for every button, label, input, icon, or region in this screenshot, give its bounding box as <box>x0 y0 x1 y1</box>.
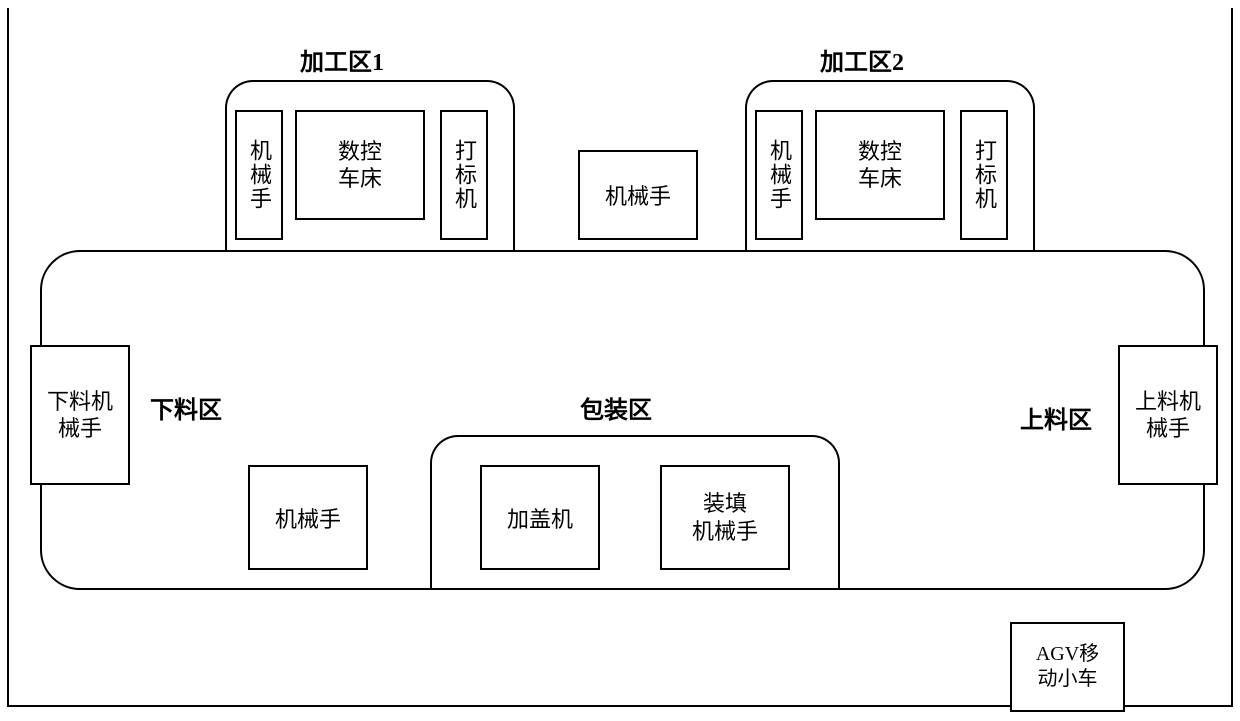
load-robot: 上料机械手 <box>1118 345 1218 485</box>
zone2-item-0: 机械手 <box>755 110 803 240</box>
zone1-item-1: 数控车床 <box>295 110 425 220</box>
zone1-title: 加工区1 <box>300 42 384 77</box>
unload-robot: 下料机械手 <box>30 345 130 485</box>
free-robot-left: 机械手 <box>248 465 368 570</box>
zone1-item-0: 机械手 <box>235 110 283 240</box>
agv-cart: AGV移动小车 <box>1010 622 1125 712</box>
zone2-item-1: 数控车床 <box>815 110 945 220</box>
zone2-title: 加工区2 <box>820 42 904 77</box>
center-robot: 机械手 <box>578 150 698 240</box>
unload-title: 下料区 <box>150 390 222 425</box>
packing-item-0: 加盖机 <box>480 465 600 570</box>
packing-item-1: 装填机械手 <box>660 465 790 570</box>
load-title: 上料区 <box>1020 400 1092 435</box>
zone2-item-2: 打标机 <box>960 110 1008 240</box>
packing-title: 包装区 <box>580 390 652 425</box>
zone1-item-2: 打标机 <box>440 110 488 240</box>
